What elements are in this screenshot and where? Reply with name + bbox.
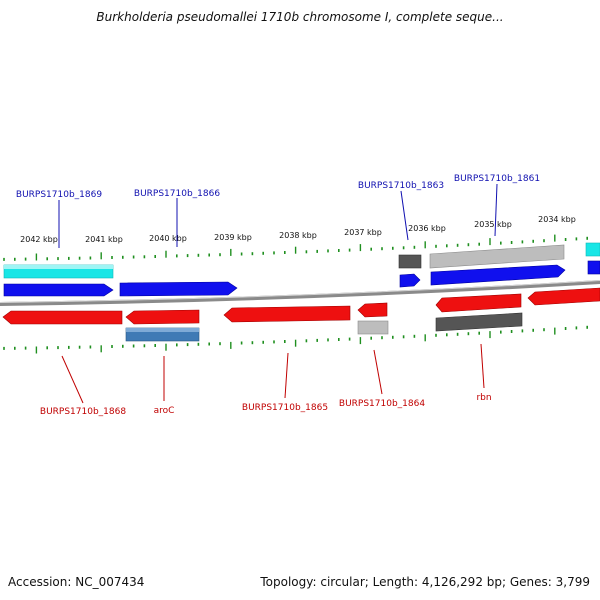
map-title: Burkholderia pseudomallei 1710b chromoso… [96, 10, 504, 24]
gene-rbn[interactable] [435, 293, 522, 313]
leader-line-1861 [494, 183, 498, 237]
leader-line-1864 [373, 349, 383, 395]
label-aroC[interactable]: aroC [154, 406, 175, 416]
gene-BURPS1710b_1869[interactable] [3, 283, 114, 297]
gene-BURPS1710b_1865[interactable] [223, 305, 351, 323]
forward-features [3, 242, 600, 297]
label-rbn[interactable]: rbn [476, 393, 491, 403]
ruler-label-2035: 2035 kbp [474, 220, 512, 229]
ruler-ticks-bottom [3, 325, 589, 354]
gene-BURPS1710b_1868[interactable] [2, 310, 123, 325]
gene-BURPS1710b_1863[interactable] [399, 273, 421, 288]
feature-gray-1864[interactable] [357, 320, 389, 335]
label-BURPS1710b_1861[interactable]: BURPS1710b_1861 [454, 174, 540, 184]
ruler-label-2039: 2039 kbp [214, 233, 252, 242]
label-BURPS1710b_1865[interactable]: BURPS1710b_1865 [242, 403, 328, 413]
gene-aroC[interactable] [125, 309, 200, 325]
gene-BURPS1710b_1866[interactable] [119, 281, 238, 297]
ruler-label-2041: 2041 kbp [85, 235, 123, 244]
reverse-features [2, 287, 600, 342]
label-BURPS1710b_1869[interactable]: BURPS1710b_1869 [16, 190, 102, 200]
ruler-labels: 2042 kbp 2041 kbp 2040 kbp 2039 kbp 2038… [20, 215, 576, 244]
gene-BURPS1710b_1864[interactable] [357, 302, 388, 318]
chromosome-backbone [0, 280, 600, 306]
ruler-label-2038: 2038 kbp [279, 231, 317, 240]
genome-summary-text: Topology: circular; Length: 4,126,292 bp… [260, 575, 590, 589]
feature-cyan-1869-shine [4, 265, 113, 269]
leader-line-1865 [284, 352, 289, 399]
feature-gray-1863[interactable] [398, 254, 422, 269]
feature-steel-aroC-shine [126, 328, 199, 332]
chromosome-backbone-highlight [0, 280, 600, 303]
gene-edge-forward[interactable] [587, 260, 600, 275]
top-gene-labels: BURPS1710b_1869 BURPS1710b_1866 BURPS171… [16, 174, 540, 248]
label-BURPS1710b_1863[interactable]: BURPS1710b_1863 [358, 181, 444, 191]
label-BURPS1710b_1868[interactable]: BURPS1710b_1868 [40, 407, 126, 417]
bottom-gene-labels: BURPS1710b_1868 aroC BURPS1710b_1865 BUR… [40, 343, 492, 417]
ruler-ticks-top [3, 234, 589, 261]
feature-cyan-edge[interactable] [585, 242, 600, 257]
ruler-label-2036: 2036 kbp [408, 224, 446, 233]
gene-BURPS1710b_1861[interactable] [430, 264, 566, 286]
label-BURPS1710b_1864[interactable]: BURPS1710b_1864 [339, 399, 425, 409]
ruler-label-2034: 2034 kbp [538, 215, 576, 224]
accession-text: Accession: NC_007434 [8, 575, 145, 589]
ruler-label-2040: 2040 kbp [149, 234, 187, 243]
leader-line-1863 [400, 190, 409, 241]
label-BURPS1710b_1866[interactable]: BURPS1710b_1866 [134, 189, 220, 199]
leader-line-rbn [480, 343, 485, 389]
ruler-label-2042: 2042 kbp [20, 235, 58, 244]
ruler-label-2037: 2037 kbp [344, 228, 382, 237]
leader-line-1868 [61, 355, 84, 404]
feature-gray-rbn[interactable] [435, 312, 523, 332]
feature-gray-1861[interactable] [429, 244, 565, 269]
backbone [0, 280, 600, 306]
gene-edge-reverse[interactable] [527, 287, 600, 306]
